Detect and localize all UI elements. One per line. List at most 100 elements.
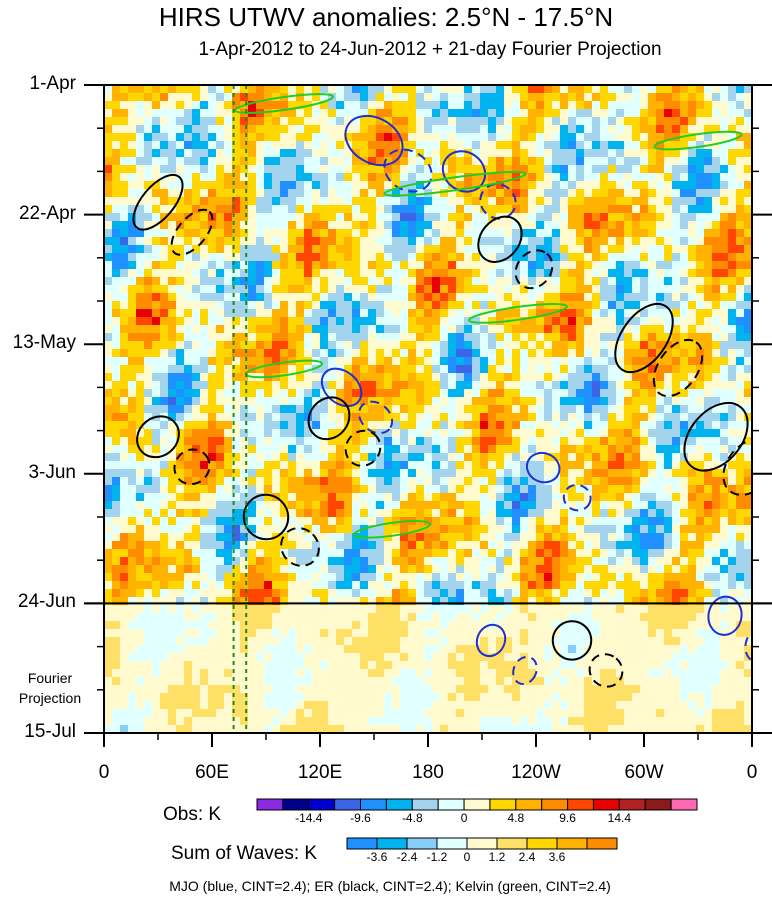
field-cell: [104, 349, 113, 358]
field-cell: [152, 165, 161, 174]
field-cell: [328, 109, 337, 118]
field-cell: [328, 149, 337, 158]
field-cell: [328, 293, 337, 302]
field-cell: [704, 173, 713, 182]
field-cell: [240, 205, 249, 214]
field-cell: [160, 165, 169, 174]
field-cell: [112, 333, 121, 342]
field-cell: [104, 157, 113, 166]
field-cell: [128, 237, 137, 246]
field-cell: [664, 517, 673, 526]
field-cell: [584, 469, 593, 478]
field-cell: [736, 517, 745, 526]
field-cell: [152, 549, 161, 558]
field-cell: [160, 317, 169, 326]
field-cell: [432, 397, 441, 406]
field-cell: [544, 533, 553, 542]
field-cell: [192, 533, 201, 542]
field-cell: [144, 293, 153, 302]
field-cell: [560, 421, 569, 430]
field-cell: [600, 517, 609, 526]
field-cell: [440, 149, 449, 158]
field-cell: [296, 485, 305, 494]
field-cell: [632, 213, 641, 222]
field-cell: [592, 181, 601, 190]
field-cell: [448, 381, 457, 390]
field-cell: [200, 333, 209, 342]
field-cell: [480, 445, 489, 454]
field-cell: [104, 101, 113, 110]
field-cell: [576, 149, 585, 158]
field-cell: [720, 85, 729, 94]
field-cell: [240, 253, 249, 262]
field-cell: [632, 437, 641, 446]
field-cell: [128, 197, 137, 206]
field-cell: [672, 205, 681, 214]
field-cell: [264, 573, 273, 582]
field-cell: [200, 245, 209, 254]
field-cell: [680, 461, 689, 470]
field-cell: [280, 205, 289, 214]
field-cell: [408, 421, 417, 430]
field-cell: [648, 181, 657, 190]
field-cell: [624, 325, 633, 334]
field-cell: [240, 429, 249, 438]
field-cell: [112, 453, 121, 462]
field-cell: [384, 397, 393, 406]
field-cell: [304, 157, 313, 166]
field-cell: [400, 493, 409, 502]
field-cell: [720, 389, 729, 398]
field-cell: [128, 533, 137, 542]
field-cell: [208, 309, 217, 318]
field-cell: [112, 445, 121, 454]
field-cell: [512, 429, 521, 438]
field-cell: [712, 181, 721, 190]
field-cell: [280, 101, 289, 110]
field-cell: [552, 541, 561, 550]
field-cell: [344, 333, 353, 342]
field-cell: [408, 333, 417, 342]
field-cell: [664, 541, 673, 550]
field-cell: [320, 565, 329, 574]
field-cell: [672, 421, 681, 430]
field-cell: [504, 133, 513, 142]
field-cell: [192, 413, 201, 422]
field-cell: [504, 437, 513, 446]
field-cell: [160, 157, 169, 166]
field-cell: [192, 253, 201, 262]
field-cell: [112, 205, 121, 214]
field-cell: [456, 533, 465, 542]
field-cell: [528, 189, 537, 198]
field-cell: [368, 469, 377, 478]
field-cell: [536, 317, 545, 326]
field-cell: [120, 461, 129, 470]
field-cell: [608, 405, 617, 414]
field-cell: [712, 477, 721, 486]
field-cell: [208, 149, 217, 158]
field-cell: [376, 525, 385, 534]
field-cell: [656, 333, 665, 342]
field-cell: [520, 477, 529, 486]
field-cell: [744, 125, 752, 134]
field-cell: [600, 461, 609, 470]
field-cell: [576, 381, 585, 390]
field-cell: [712, 517, 721, 526]
field-cell: [464, 573, 473, 582]
field-cell: [576, 485, 585, 494]
field-cell: [264, 397, 273, 406]
field-cell: [648, 373, 657, 382]
field-cell: [408, 437, 417, 446]
field-cell: [704, 189, 713, 198]
field-cell: [416, 285, 425, 294]
field-cell: [104, 405, 113, 414]
field-cell: [296, 413, 305, 422]
field-cell: [152, 421, 161, 430]
field-cell: [616, 469, 625, 478]
field-cell: [224, 117, 233, 126]
field-cell: [144, 341, 153, 350]
field-cell: [360, 173, 369, 182]
field-cell: [432, 333, 441, 342]
field-cell: [440, 461, 449, 470]
field-cell: [624, 525, 633, 534]
